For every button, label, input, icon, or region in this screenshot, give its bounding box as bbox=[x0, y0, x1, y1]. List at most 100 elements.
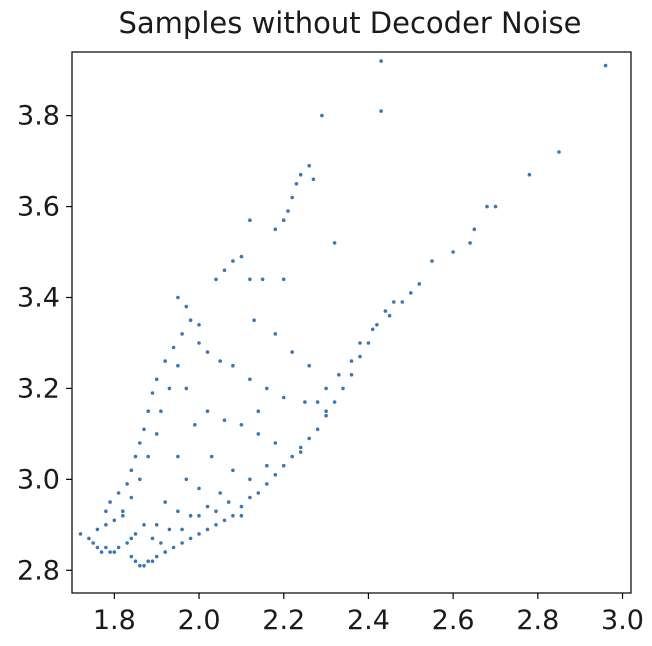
scatter-point bbox=[167, 386, 172, 391]
scatter-point bbox=[171, 345, 176, 350]
scatter-point bbox=[231, 363, 235, 368]
scatter-point bbox=[176, 509, 180, 513]
scatter-point bbox=[184, 386, 189, 391]
scatter-point bbox=[379, 59, 383, 63]
scatter-point bbox=[239, 513, 244, 518]
scatter-point bbox=[239, 504, 244, 509]
scatter-point bbox=[125, 482, 129, 486]
scatter-point bbox=[159, 409, 163, 414]
scatter-point bbox=[197, 486, 201, 491]
y-tick-label: 3.2 bbox=[17, 373, 60, 404]
scatter-point bbox=[358, 341, 362, 345]
scatter-point bbox=[197, 532, 201, 536]
scatter-point bbox=[104, 545, 108, 550]
scatter-point bbox=[184, 304, 189, 309]
x-tick-label: 1.8 bbox=[93, 605, 136, 636]
scatter-point bbox=[273, 473, 278, 477]
scatter-point bbox=[108, 500, 112, 504]
scatter-point bbox=[99, 550, 104, 554]
scatter-point bbox=[256, 409, 261, 414]
scatter-point bbox=[142, 563, 146, 568]
scatter-point bbox=[176, 454, 180, 459]
scatter-point bbox=[197, 323, 201, 327]
scatter-point bbox=[222, 268, 227, 273]
scatter-point bbox=[133, 532, 138, 536]
scatter-point bbox=[281, 218, 286, 222]
scatter-point bbox=[129, 495, 134, 500]
scatter-point bbox=[222, 418, 227, 423]
scatter-point bbox=[307, 163, 312, 168]
scatter-point bbox=[188, 318, 193, 323]
scatter-point bbox=[298, 172, 303, 177]
scatter-point bbox=[180, 527, 184, 532]
scatter-point bbox=[193, 423, 197, 427]
scatter-point bbox=[265, 463, 269, 468]
scatter-point bbox=[150, 391, 155, 395]
scatter-point bbox=[167, 527, 172, 532]
scatter-point bbox=[281, 277, 286, 282]
scatter-point bbox=[248, 495, 252, 500]
scatter-point bbox=[108, 550, 112, 554]
scatter-point bbox=[366, 341, 371, 345]
scatter-point bbox=[307, 436, 312, 441]
scatter-point bbox=[188, 513, 193, 518]
plot-frame bbox=[71, 51, 632, 594]
scatter-point bbox=[315, 400, 320, 404]
scatter-point bbox=[248, 277, 252, 282]
scatter-point bbox=[307, 363, 312, 368]
scatter-point bbox=[163, 359, 167, 363]
scatter-point bbox=[129, 536, 134, 541]
scatter-point bbox=[184, 477, 189, 482]
scatter-point bbox=[180, 541, 184, 545]
scatter-point bbox=[121, 509, 125, 513]
x-tick-label: 2.6 bbox=[432, 605, 475, 636]
scatter-point bbox=[205, 409, 210, 414]
scatter-point bbox=[375, 323, 379, 327]
scatter-point bbox=[409, 291, 413, 295]
scatter-point bbox=[341, 386, 345, 391]
scatter-point bbox=[273, 441, 278, 445]
scatter-point bbox=[239, 254, 244, 259]
scatter-point bbox=[133, 454, 138, 459]
scatter-point bbox=[146, 409, 150, 414]
scatter-point bbox=[138, 563, 142, 568]
y-axis: 2.8 3.0 3.2 3.4 3.6 3.8 bbox=[17, 101, 72, 586]
scatter-point bbox=[226, 500, 231, 504]
scatter-point bbox=[324, 409, 328, 414]
scatter-point bbox=[290, 195, 295, 200]
scatter-point bbox=[298, 445, 303, 450]
scatter-point bbox=[176, 295, 180, 300]
scatter-point bbox=[349, 373, 354, 377]
scatter-point bbox=[154, 554, 159, 559]
scatter-point bbox=[112, 550, 117, 554]
scatter-point bbox=[231, 468, 235, 473]
scatter-point bbox=[493, 204, 498, 209]
scatter-point bbox=[281, 463, 286, 468]
scatter-point bbox=[218, 359, 222, 363]
scatter-point bbox=[87, 536, 91, 541]
scatter-point bbox=[150, 559, 155, 563]
scatter-point bbox=[349, 359, 354, 363]
scatter-point bbox=[163, 550, 167, 554]
y-tick-label: 3.6 bbox=[17, 192, 60, 223]
scatter-point bbox=[129, 468, 134, 473]
scatter-point bbox=[142, 427, 146, 432]
y-tick-label: 3.4 bbox=[17, 282, 60, 313]
y-tick-label: 3.0 bbox=[17, 464, 60, 495]
scatter-point bbox=[430, 259, 434, 263]
scatter-point bbox=[468, 241, 472, 245]
scatter-point bbox=[133, 559, 138, 563]
scatter-point bbox=[146, 454, 150, 459]
scatter-point bbox=[260, 277, 265, 282]
scatter-point bbox=[95, 527, 100, 532]
scatter-point bbox=[95, 545, 100, 550]
scatter-point bbox=[218, 491, 222, 495]
scatter-point bbox=[603, 63, 608, 68]
scatter-point bbox=[256, 491, 261, 495]
scatter-point bbox=[154, 432, 159, 436]
scatter-point bbox=[197, 341, 201, 345]
scatter-point bbox=[138, 477, 142, 482]
scatter-point bbox=[248, 477, 252, 482]
scatter-point bbox=[214, 277, 218, 282]
